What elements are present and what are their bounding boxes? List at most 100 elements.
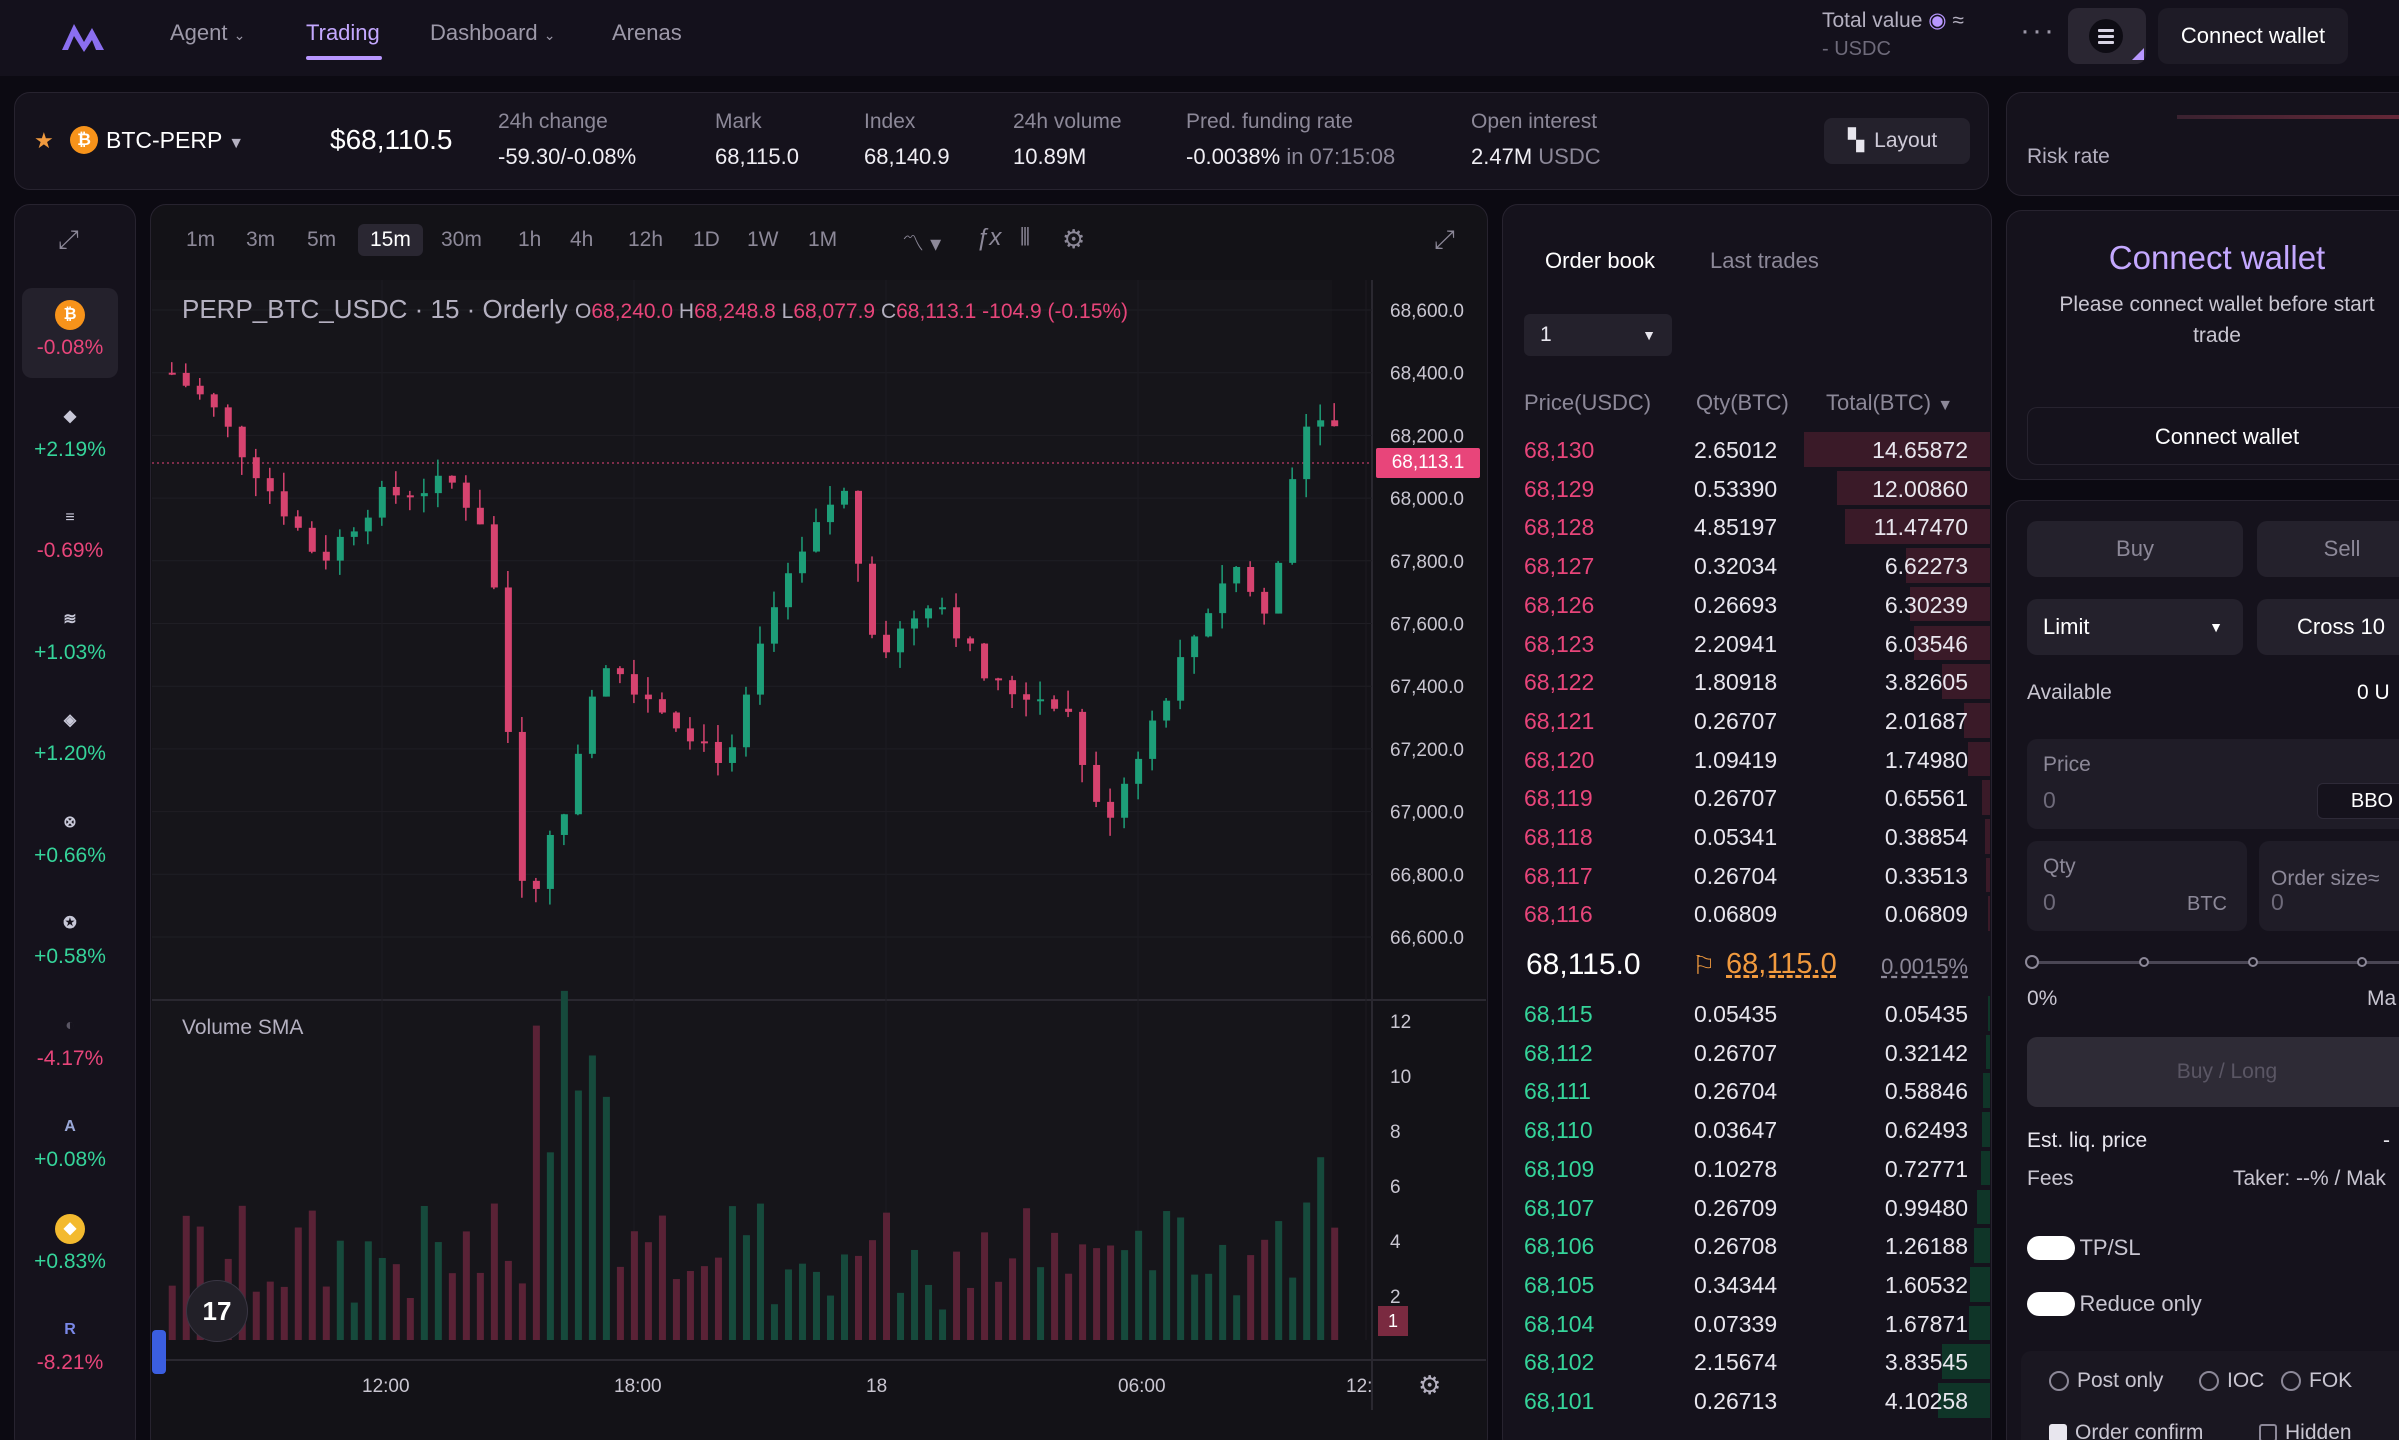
tab-order-book[interactable]: Order book (1545, 248, 1656, 273)
ask-row[interactable]: 68,122 1.80918 3.82605 (1504, 662, 1990, 701)
ask-row[interactable]: 68,119 0.26707 0.65561 (1504, 778, 1990, 817)
fok-radio-circle[interactable] (2281, 1371, 2301, 1392)
market-item[interactable]: ≋ +1.03% (22, 593, 118, 683)
nav-arenas[interactable]: Arenas (612, 20, 682, 45)
fullscreen-icon[interactable]: ⤢ (1434, 224, 1455, 254)
timeframe-1M[interactable]: 1M (808, 228, 838, 251)
ask-row[interactable]: 68,130 2.65012 14.65872 (1504, 430, 1990, 469)
ask-row[interactable]: 68,126 0.26693 6.30239 (1504, 585, 1990, 624)
ask-row[interactable]: 68,118 0.05341 0.38854 (1504, 817, 1990, 856)
tpsl-toggle[interactable]: TP/SL (2027, 1235, 2141, 1261)
slider-step-25[interactable] (2139, 957, 2149, 967)
timeframe-3m[interactable]: 3m (246, 228, 276, 251)
timeframe-1h[interactable]: 1h (518, 228, 542, 251)
ask-row[interactable]: 68,121 0.26707 2.01687 (1504, 701, 1990, 740)
timeframe-1D[interactable]: 1D (693, 228, 720, 251)
reduce-only-toggle[interactable]: Reduce only (2027, 1291, 2202, 1317)
market-item[interactable]: ◆ +0.83% (22, 1202, 118, 1292)
indicator-icon[interactable]: 〽 ▾ (902, 231, 942, 256)
timeframe-4h[interactable]: 4h (570, 228, 594, 251)
post-only-radio-circle[interactable] (2049, 1371, 2069, 1392)
bid-row[interactable]: 68,109 0.10278 0.72771 (1504, 1149, 1990, 1188)
qty-slider-track[interactable] (2033, 961, 2399, 964)
fok-radio[interactable]: FOK (2281, 1369, 2352, 1393)
timeframe-5m[interactable]: 5m (307, 228, 337, 251)
connect-wallet-panel-button[interactable]: Connect wallet (2027, 407, 2399, 465)
ioc-radio[interactable]: IOC (2199, 1369, 2264, 1393)
nav-agent[interactable]: Agent ⌄ (170, 20, 246, 45)
bid-row[interactable]: 68,105 0.34344 1.60532 (1504, 1265, 1990, 1304)
slider-step-75[interactable] (2357, 957, 2367, 967)
nav-dashboard[interactable]: Dashboard ⌄ (430, 20, 556, 45)
market-item[interactable]: ◆ +2.19% (22, 390, 118, 480)
sell-tab[interactable]: Sell (2257, 521, 2399, 577)
chain-selector[interactable] (2068, 8, 2146, 64)
ask-row[interactable]: 68,116 0.06809 0.06809 (1504, 894, 1990, 933)
margin-mode-button[interactable]: Cross 10 (2257, 599, 2399, 655)
bbo-button[interactable]: BBO (2317, 783, 2399, 819)
candle-type-icon[interactable]: ⫴ (1020, 224, 1031, 251)
timeframe-1m[interactable]: 1m (186, 228, 216, 251)
expand-icon[interactable]: ⤢ (58, 224, 79, 254)
tradingview-logo-icon[interactable]: 17 (186, 1280, 248, 1342)
bid-row[interactable]: 68,110 0.03647 0.62493 (1504, 1110, 1990, 1149)
qty-input[interactable]: Qty 0 BTC (2027, 841, 2247, 931)
timeframe-30m[interactable]: 30m (441, 228, 482, 251)
collapse-handle[interactable] (152, 1330, 166, 1374)
qty-slider-handle[interactable] (2025, 955, 2039, 969)
favorite-star-icon[interactable]: ★ (34, 128, 54, 153)
tpsl-toggle-switch[interactable] (2027, 1236, 2075, 1260)
slider-step-50[interactable] (2248, 957, 2258, 967)
bid-row[interactable]: 68,112 0.26707 0.32142 (1504, 1033, 1990, 1072)
ask-row[interactable]: 68,120 1.09419 1.74980 (1504, 740, 1990, 779)
hidden-check[interactable] (2259, 1424, 2277, 1440)
bid-row[interactable]: 68,101 0.26713 4.10258 (1504, 1381, 1990, 1420)
order-size-input[interactable]: Order size≈ 0 (2259, 841, 2399, 931)
order-type-select[interactable]: Limit ▼ (2027, 599, 2243, 655)
time-axis-settings-icon[interactable]: ⚙ (1418, 1370, 1442, 1400)
nav-trading[interactable]: Trading (306, 20, 380, 45)
depth-select[interactable]: 1 ▼ (1524, 314, 1672, 356)
ask-row[interactable]: 68,127 0.32034 6.62273 (1504, 546, 1990, 585)
bid-row[interactable]: 68,102 2.15674 3.83545 (1504, 1342, 1990, 1381)
ask-row[interactable]: 68,129 0.53390 12.00860 (1504, 469, 1990, 508)
bid-row[interactable]: 68,115 0.05435 0.05435 (1504, 994, 1990, 1033)
price-input[interactable]: Price 0 BBO (2027, 739, 2399, 829)
ioc-radio-circle[interactable] (2199, 1371, 2219, 1392)
order-confirm-checkbox[interactable]: Order confirm (2049, 1421, 2203, 1440)
connect-wallet-button[interactable]: Connect wallet (2158, 8, 2348, 64)
symbol-selector[interactable]: BTC-PERP ▼ (106, 127, 245, 153)
market-item[interactable]: ◈ +1.20% (22, 694, 118, 784)
bid-row[interactable]: 68,107 0.26709 0.99480 (1504, 1188, 1990, 1227)
candlestick-chart[interactable]: 68,600.0 68,400.0 68,200.0 68,000.0 67,800.0… (152, 280, 1486, 1410)
chart-settings-icon[interactable]: ⚙ (1062, 224, 1086, 254)
order-confirm-check[interactable] (2049, 1424, 2067, 1440)
hidden-checkbox[interactable]: Hidden (2259, 1421, 2352, 1440)
timeframe-15m[interactable]: 15m (358, 224, 423, 256)
ask-row[interactable]: 68,128 4.85197 11.47470 (1504, 507, 1990, 546)
timeframe-12h[interactable]: 12h (628, 228, 664, 251)
layout-button[interactable]: ▚ Layout (1824, 118, 1970, 164)
tab-last-trades[interactable]: Last trades (1710, 248, 1819, 273)
formula-icon[interactable]: ƒx (976, 224, 1002, 251)
market-item[interactable]: ✪ +0.58% (22, 897, 118, 987)
bid-row[interactable]: 68,104 0.07339 1.67871 (1504, 1304, 1990, 1343)
post-only-radio[interactable]: Post only (2049, 1369, 2163, 1393)
reduce-only-toggle-switch[interactable] (2027, 1292, 2075, 1316)
candle-body (266, 478, 274, 492)
market-item[interactable]: ₿ -0.08% (22, 288, 118, 378)
buy-tab[interactable]: Buy (2027, 521, 2243, 577)
buy-long-button[interactable]: Buy / Long (2027, 1037, 2399, 1107)
app-logo-icon[interactable] (58, 16, 108, 56)
bid-row[interactable]: 68,111 0.26704 0.58846 (1504, 1071, 1990, 1110)
market-item[interactable]: ⊗ +0.66% (22, 796, 118, 886)
market-item[interactable]: ≡ -0.69% (22, 491, 118, 581)
ask-row[interactable]: 68,123 2.20941 6.03546 (1504, 624, 1990, 663)
market-item[interactable]: A +0.08% (22, 1100, 118, 1190)
ask-row[interactable]: 68,117 0.26704 0.33513 (1504, 856, 1990, 895)
market-item[interactable]: ◐ -4.17% (22, 999, 118, 1089)
market-item[interactable]: R -8.21% (22, 1303, 118, 1393)
more-menu-icon[interactable]: ··· (2020, 14, 2056, 47)
timeframe-1W[interactable]: 1W (747, 228, 779, 251)
bid-row[interactable]: 68,106 0.26708 1.26188 (1504, 1226, 1990, 1265)
